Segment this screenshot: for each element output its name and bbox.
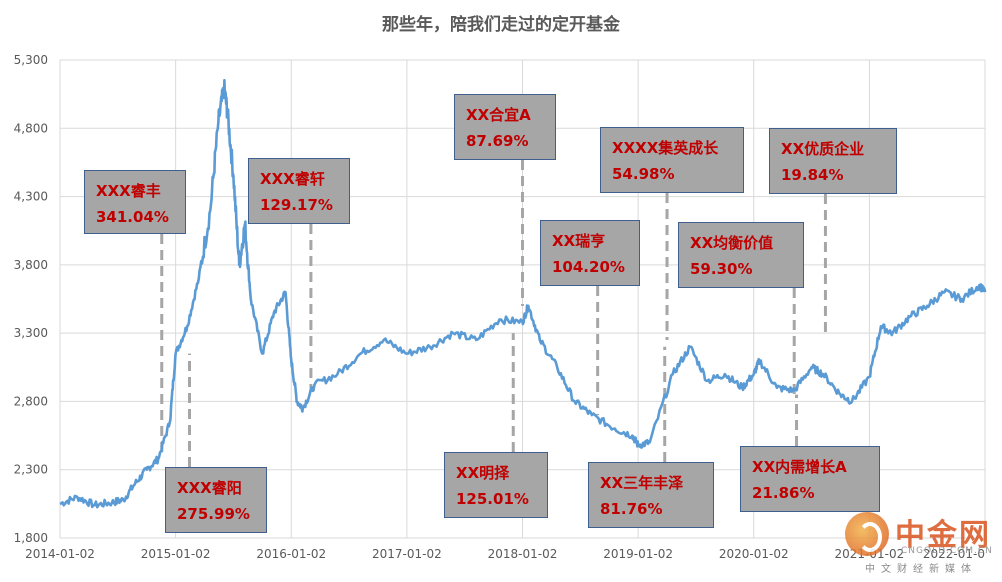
annotation-leaders <box>160 160 827 467</box>
fund-return: 59.30% <box>690 260 753 278</box>
watermark-name: 中金网 <box>895 518 991 553</box>
y-tick-label: 5,300 <box>14 53 48 67</box>
fund-callout: XX明择 125.01% <box>444 452 548 518</box>
x-tick-label: 2018-01-02 <box>488 547 558 561</box>
fund-name: XX瑞亨 <box>552 232 606 250</box>
fund-callout: XX合宜A 87.69% <box>454 94 556 160</box>
y-tick-label: 3,300 <box>14 326 48 340</box>
fund-name: XXXX集英成长 <box>612 139 719 157</box>
fund-return: 81.76% <box>600 500 663 518</box>
fund-callout: XX优质企业 19.84% <box>769 128 897 194</box>
fund-name: XX优质企业 <box>781 140 865 158</box>
x-axis: 2014-01-02 2015-01-02 2016-01-02 2017-01-02… <box>25 547 985 561</box>
watermark-logo-icon <box>845 512 889 556</box>
watermark: 中金网 CNGOLD.COM.CN 中文财经新媒体 <box>845 508 995 578</box>
fund-callout: XX均衡价值 59.30% <box>678 222 804 288</box>
fund-callout: XXX睿轩 129.17% <box>248 158 350 224</box>
y-tick-label: 2,300 <box>14 463 48 477</box>
fund-return: 275.99% <box>177 505 250 523</box>
fund-return: 87.69% <box>466 132 529 150</box>
x-tick-label: 2016-01-02 <box>256 547 326 561</box>
chart-title: 那些年，陪我们走过的定开基金 <box>382 14 621 35</box>
x-tick-label: 2022-01-0 <box>923 547 985 561</box>
x-tick-label: 2014-01-02 <box>25 547 95 561</box>
x-tick-label: 2019-01-02 <box>603 547 673 561</box>
fund-return: 129.17% <box>260 196 333 214</box>
y-tick-label: 3,800 <box>14 258 48 272</box>
y-axis: 1,800 2,300 2,800 3,300 3,800 4,300 4,800 5,300 <box>14 53 48 545</box>
fund-name: XXX睿轩 <box>260 170 325 188</box>
fund-callout: XXX睿丰 341.04% <box>84 170 186 234</box>
fund-return: 125.01% <box>456 490 529 508</box>
fund-callout: XXXX集英成长 54.98% <box>600 127 744 193</box>
fund-callout: XX瑞亨 104.20% <box>540 220 640 286</box>
x-tick-label: 2020-01-02 <box>719 547 789 561</box>
fund-name: XX均衡价值 <box>690 234 774 252</box>
series-line <box>59 78 987 509</box>
fund-name: XX明择 <box>456 464 510 482</box>
watermark-site: CNGOLD.COM.CN <box>901 546 993 556</box>
fund-callout: XX三年丰泽 81.76% <box>588 462 714 528</box>
fund-return: 54.98% <box>612 165 675 183</box>
fund-name: XX合宜A <box>466 106 531 124</box>
fund-callout: XX内需增长A 21.86% <box>740 446 880 512</box>
fund-return: 21.86% <box>752 484 815 502</box>
fund-name: XXX睿丰 <box>96 182 161 200</box>
fund-return: 104.20% <box>552 258 625 276</box>
x-tick-label: 2017-01-02 <box>372 547 442 561</box>
x-tick-label: 2015-01-02 <box>141 547 211 561</box>
fund-name: XX三年丰泽 <box>600 474 684 492</box>
fund-return: 341.04% <box>96 208 169 226</box>
fund-return: 19.84% <box>781 166 844 184</box>
y-tick-label: 4,800 <box>14 121 48 135</box>
y-tick-label: 4,300 <box>14 190 48 204</box>
y-tick-label: 2,800 <box>14 394 48 408</box>
fund-name: XXX睿阳 <box>177 479 242 497</box>
y-tick-label: 1,800 <box>14 531 48 545</box>
fund-name: XX内需增长A <box>752 458 847 476</box>
fund-callout: XXX睿阳 275.99% <box>165 467 267 533</box>
watermark-subtitle: 中文财经新媒体 <box>865 564 977 575</box>
